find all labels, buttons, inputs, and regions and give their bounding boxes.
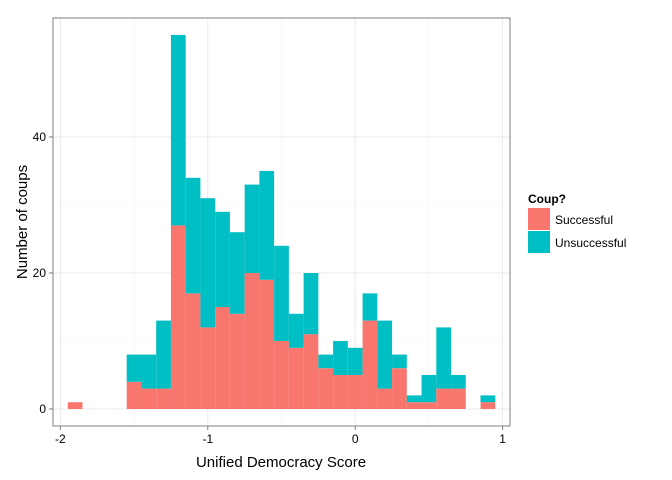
bar-successful bbox=[406, 402, 422, 409]
bar-successful bbox=[303, 334, 319, 409]
bar-unsuccessful bbox=[436, 327, 452, 389]
bar-successful bbox=[215, 307, 230, 409]
bar-successful bbox=[347, 375, 363, 409]
bar-unsuccessful bbox=[229, 232, 245, 314]
y-axis-ticks: 0 20 40 bbox=[33, 130, 53, 416]
bar-successful bbox=[392, 368, 407, 409]
bar-unsuccessful bbox=[288, 313, 304, 348]
y-axis-title: Number of coups bbox=[14, 165, 31, 279]
bar-unsuccessful bbox=[185, 177, 201, 294]
bar-unsuccessful bbox=[318, 354, 334, 369]
bar-unsuccessful bbox=[200, 198, 216, 328]
x-tick-label: -2 bbox=[55, 432, 66, 446]
legend-swatch-successful bbox=[528, 208, 550, 230]
y-tick-label: 40 bbox=[33, 130, 47, 144]
bar-successful bbox=[436, 388, 452, 409]
y-tick-label: 20 bbox=[33, 266, 47, 280]
bar-successful bbox=[156, 388, 171, 409]
legend-label-successful: Successful bbox=[555, 213, 613, 227]
bar-successful bbox=[274, 341, 289, 409]
x-tick-label: -1 bbox=[202, 432, 213, 446]
bar-successful bbox=[170, 225, 186, 409]
bar-successful bbox=[288, 347, 304, 409]
bar-unsuccessful bbox=[126, 354, 142, 382]
bar-unsuccessful bbox=[303, 273, 319, 335]
bar-unsuccessful bbox=[392, 354, 407, 369]
bar-unsuccessful bbox=[377, 320, 393, 389]
bar-successful bbox=[141, 388, 157, 409]
bar-successful bbox=[259, 279, 275, 409]
bar-unsuccessful bbox=[406, 395, 422, 403]
bars-group bbox=[67, 35, 496, 409]
bar-unsuccessful bbox=[259, 171, 275, 280]
bar-successful bbox=[480, 402, 496, 409]
bar-unsuccessful bbox=[451, 375, 466, 389]
x-tick-label: 0 bbox=[352, 432, 359, 446]
panel-border bbox=[52, 17, 511, 427]
legend-label-unsuccessful: Unsuccessful bbox=[555, 236, 626, 250]
x-tick-label: 1 bbox=[499, 432, 506, 446]
bar-successful bbox=[244, 273, 260, 409]
bar-unsuccessful bbox=[156, 320, 171, 389]
bar-successful bbox=[451, 388, 466, 409]
bar-successful bbox=[200, 327, 216, 409]
bar-unsuccessful bbox=[215, 211, 230, 307]
bar-successful bbox=[126, 381, 142, 409]
legend-title: Coup? bbox=[528, 192, 566, 206]
legend-swatch-unsuccessful bbox=[528, 231, 550, 253]
bar-unsuccessful bbox=[421, 375, 437, 403]
bar-successful bbox=[333, 375, 348, 409]
bar-successful bbox=[185, 293, 201, 409]
bar-successful bbox=[67, 402, 83, 409]
x-axis-ticks: -2 -1 0 1 bbox=[55, 426, 506, 446]
bar-unsuccessful bbox=[274, 245, 289, 341]
legend: Coup? Successful Unsuccessful bbox=[528, 192, 626, 253]
bar-successful bbox=[362, 320, 378, 409]
bar-unsuccessful bbox=[333, 341, 348, 375]
bar-unsuccessful bbox=[170, 35, 186, 226]
bar-unsuccessful bbox=[347, 347, 363, 375]
bar-unsuccessful bbox=[244, 184, 260, 273]
bar-unsuccessful bbox=[362, 293, 378, 321]
bar-successful bbox=[318, 368, 334, 409]
y-tick-label: 0 bbox=[39, 402, 46, 416]
bar-successful bbox=[229, 313, 245, 409]
bar-successful bbox=[377, 388, 393, 409]
x-axis-title: Unified Democracy Score bbox=[196, 454, 366, 471]
bar-successful bbox=[421, 402, 437, 409]
bar-unsuccessful bbox=[141, 354, 157, 389]
bar-unsuccessful bbox=[480, 395, 496, 403]
